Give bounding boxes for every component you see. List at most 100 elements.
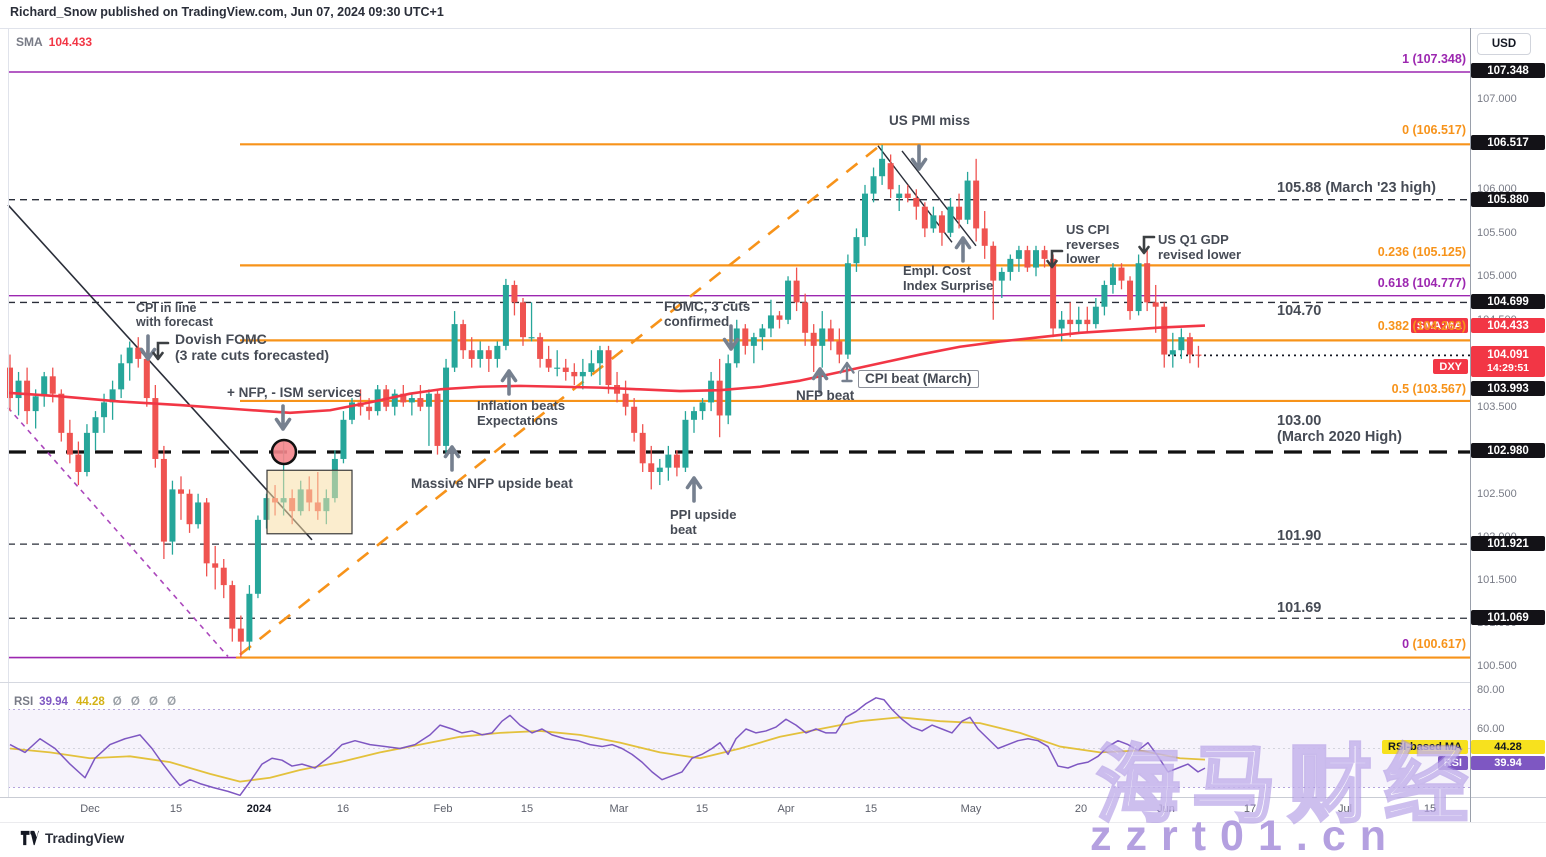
- candle-body: [998, 271, 1005, 281]
- candle-body: [1075, 319, 1082, 325]
- candle-body: [964, 180, 971, 220]
- candle-body: [237, 628, 244, 642]
- candle-body: [930, 215, 937, 229]
- candle-body: [15, 380, 22, 399]
- candle-body: [143, 358, 150, 399]
- fib-zero-orange: (100.617): [1409, 637, 1466, 651]
- rsi-ma-legend-value: 44.28: [75, 696, 105, 708]
- up-arrow-icon: [685, 476, 703, 503]
- candle-body: [1092, 306, 1099, 325]
- candle-body: [682, 419, 689, 468]
- candle-body: [759, 328, 766, 338]
- rsi-legend-value: 39.94: [39, 696, 68, 708]
- candle-body: [853, 237, 860, 264]
- price-badge: 102.980: [1471, 443, 1545, 458]
- annotation-us-pmi-miss: US PMI miss: [889, 113, 971, 128]
- annotation-cpi-in-line: CPI in line with forecast: [136, 301, 214, 330]
- time-axis-tick: Jun: [1157, 803, 1175, 815]
- candle-body: [494, 345, 501, 359]
- dxy-last-price-badge: 104.091 14:29:51: [1471, 346, 1545, 377]
- rsi-legend-label: RSI: [14, 696, 34, 708]
- time-axis-tick: Dec: [80, 803, 100, 815]
- candle-body: [956, 206, 963, 220]
- fib-level-label: 0.5 (103.567): [1391, 382, 1466, 396]
- dxy-last-price: 104.091: [1487, 348, 1529, 361]
- fib-level-label: 0.382 (104.263): [1377, 319, 1466, 333]
- candle-body: [1109, 267, 1116, 285]
- candle-body: [477, 350, 484, 359]
- candle-body: [571, 371, 578, 377]
- currency-selector-button[interactable]: USD: [1477, 33, 1531, 55]
- sma-legend-label: SMA: [16, 35, 43, 49]
- candle-body: [528, 337, 535, 339]
- candle-body: [1058, 319, 1065, 329]
- watermark-url: zzrt01.cn: [1090, 812, 1401, 857]
- candle-body: [32, 396, 39, 412]
- time-axis-tick: 20: [1074, 803, 1088, 815]
- time-axis-tick: Apr: [777, 803, 795, 815]
- time-axis-tick: May: [960, 803, 982, 815]
- up-arrow-icon: [500, 369, 518, 396]
- candle-body: [793, 280, 800, 303]
- tradingview-logo-icon: [20, 830, 39, 846]
- rsi-tag: RSI-based MA: [1382, 740, 1468, 754]
- candle-body: [1127, 280, 1134, 312]
- candle-body: [537, 337, 544, 359]
- price-axis-tick: 103.500: [1477, 401, 1517, 413]
- time-axis-tick: 2024: [246, 803, 272, 815]
- rsi-ma-line: [9, 716, 1206, 783]
- rsi-value-badge: 44.28: [1471, 740, 1545, 754]
- price-badge: 101.069: [1471, 610, 1545, 625]
- candle-body: [1084, 319, 1091, 325]
- candle-body: [656, 467, 663, 473]
- sma-line: [7, 324, 1206, 415]
- dxy-tag: DXY: [1433, 359, 1468, 374]
- candle-body: [7, 367, 13, 399]
- candle-body: [75, 454, 82, 473]
- candle-body: [169, 489, 176, 542]
- candle-body: [767, 315, 774, 329]
- candle-body: [451, 324, 458, 368]
- candle-body: [947, 206, 954, 233]
- rsi-legend[interactable]: RSI 39.94 44.28 Ø Ø Ø Ø: [14, 696, 179, 708]
- candle-body: [460, 324, 467, 351]
- fib-level-label: 0 (100.617): [1306, 637, 1466, 651]
- candle-body: [1101, 284, 1108, 307]
- candle-body: [750, 337, 757, 346]
- time-axis-tick: Feb: [433, 803, 453, 815]
- candle-body: [109, 389, 116, 403]
- candle-body: [810, 332, 817, 346]
- annotation-empl-cost-index-surprise: Empl. Cost Index Surprise: [903, 263, 994, 293]
- annotation-cpi-beat-march: CPI beat (March): [858, 370, 979, 389]
- highlight-circle: [270, 438, 298, 466]
- candle-body: [126, 347, 133, 364]
- candle-body: [896, 193, 903, 198]
- sma-legend-value: 104.433: [48, 35, 93, 49]
- annotation-dovish-fomc: Dovish FOMC (3 rate cuts forecasted): [175, 331, 330, 363]
- candle-body: [1015, 250, 1022, 259]
- candle-body: [152, 398, 159, 459]
- candle-body: [468, 350, 475, 359]
- annotation-march-2020-high: 103.00 (March 2020 High): [1277, 413, 1402, 446]
- candle-body: [502, 284, 509, 346]
- candle-body: [1007, 258, 1014, 272]
- candle-body: [1118, 267, 1125, 281]
- candle-body: [1152, 302, 1159, 307]
- candle-body: [49, 376, 56, 394]
- candle-body: [691, 411, 697, 420]
- candle-body: [1161, 306, 1168, 355]
- chart-top-border: [0, 28, 1546, 29]
- tradingview-brand[interactable]: TradingView: [20, 830, 124, 846]
- candle-body: [178, 489, 184, 494]
- candle-body: [981, 228, 988, 246]
- sma-legend[interactable]: SMA 104.433: [16, 35, 92, 49]
- candle-body: [203, 502, 210, 564]
- price-badge: 107.348: [1471, 63, 1545, 78]
- corner-arrow-icon: [152, 341, 170, 361]
- candle-body: [41, 376, 48, 397]
- candle-body: [246, 593, 253, 642]
- rsi-value-badge: 39.94: [1471, 756, 1545, 770]
- corner-arrow-icon: [1138, 235, 1156, 255]
- candle-body: [973, 180, 980, 229]
